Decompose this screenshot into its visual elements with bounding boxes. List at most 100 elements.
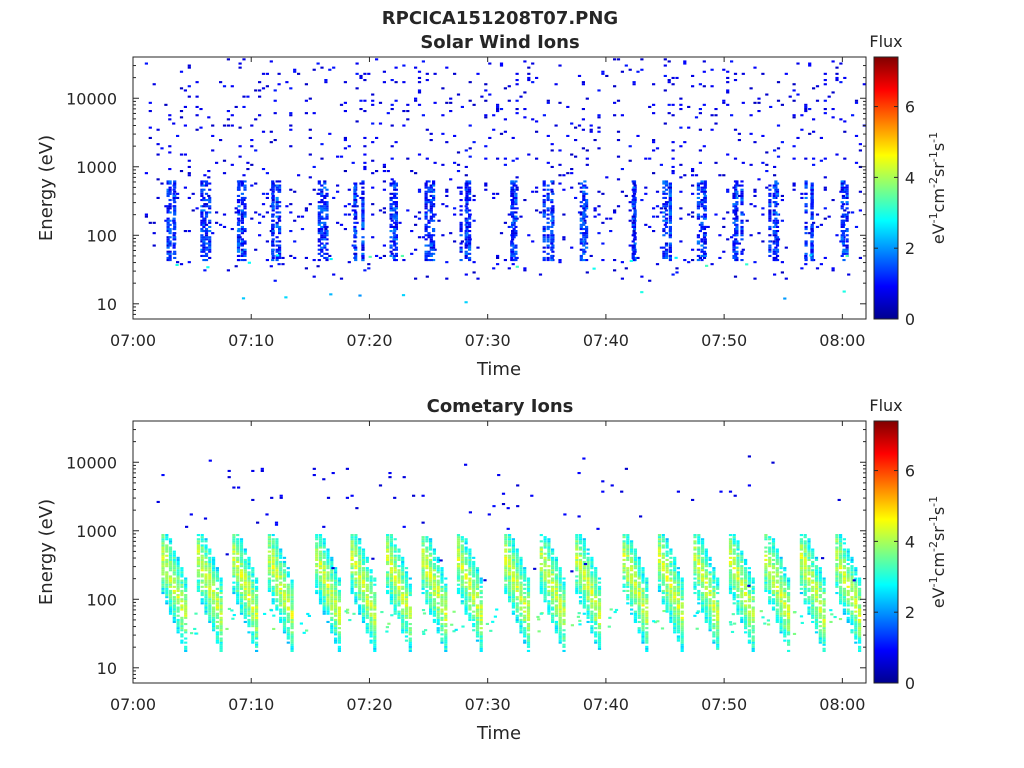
flux-cell xyxy=(753,141,757,144)
flux-cell xyxy=(265,196,269,199)
flux-cell xyxy=(804,240,808,243)
flux-cell xyxy=(180,616,184,619)
flux-cell xyxy=(414,223,418,226)
flux-cell xyxy=(238,145,242,148)
flux-cell xyxy=(800,128,804,131)
flux-cell xyxy=(290,631,294,634)
flux-cell xyxy=(318,540,323,543)
flux-cell xyxy=(546,238,550,241)
flux-cell xyxy=(393,215,397,218)
flux-cell xyxy=(318,552,323,555)
flux-cell xyxy=(404,598,409,601)
flux-cell xyxy=(714,122,718,125)
flux-cell xyxy=(472,271,476,274)
flux-cell xyxy=(439,559,443,562)
flux-cell xyxy=(511,201,515,204)
flux-cell xyxy=(589,254,593,257)
flux-cell xyxy=(251,498,255,501)
flux-cell xyxy=(432,550,436,553)
flux-cell xyxy=(664,219,669,222)
flux-cell xyxy=(354,215,358,218)
flux-cell xyxy=(353,217,357,220)
flux-cell xyxy=(468,558,472,561)
flux-cell xyxy=(510,190,514,193)
flux-cell xyxy=(511,577,515,580)
flux-cell xyxy=(511,244,515,247)
flux-cell xyxy=(691,192,695,195)
flux-cell xyxy=(535,120,539,123)
flux-cell xyxy=(740,211,744,214)
flux-cell xyxy=(402,259,406,262)
flux-cell xyxy=(271,205,275,208)
flux-cell xyxy=(845,215,849,218)
flux-cell xyxy=(554,83,558,86)
flux-cell xyxy=(184,606,188,609)
flux-cell xyxy=(343,139,347,142)
flux-cell xyxy=(504,577,508,580)
flux-cell xyxy=(236,244,241,247)
flux-cell xyxy=(247,592,251,595)
flux-cell xyxy=(373,598,377,601)
flux-cell xyxy=(212,583,216,586)
flux-cell xyxy=(172,608,176,611)
flux-cell xyxy=(772,209,776,212)
flux-cell xyxy=(369,616,373,619)
flux-cell xyxy=(322,589,326,592)
flux-cell xyxy=(613,85,617,88)
flux-cell xyxy=(279,600,283,603)
flux-cell xyxy=(272,614,276,617)
flux-cell xyxy=(831,267,835,270)
flux-cell xyxy=(633,184,637,187)
flux-cell xyxy=(854,161,859,164)
flux-cell xyxy=(514,203,518,206)
flux-cell xyxy=(161,544,165,547)
flux-cell xyxy=(371,159,375,162)
flux-cell xyxy=(166,207,170,210)
flux-cell xyxy=(168,219,172,222)
flux-cell xyxy=(325,242,329,245)
flux-cell xyxy=(271,573,275,576)
flux-cell xyxy=(511,587,515,590)
colorbar-tick-label: 4 xyxy=(905,168,915,187)
flux-cell xyxy=(204,585,208,588)
flux-cell xyxy=(839,81,843,84)
flux-cell xyxy=(546,101,550,104)
flux-cell xyxy=(664,192,669,195)
flux-cell xyxy=(408,633,412,636)
flux-cell xyxy=(232,548,236,551)
flux-cell xyxy=(429,567,433,570)
flux-cell xyxy=(496,108,500,111)
flux-cell xyxy=(792,83,796,86)
flux-cell xyxy=(350,575,354,578)
flux-cell xyxy=(429,254,433,257)
flux-cell xyxy=(840,184,844,187)
flux-cell xyxy=(200,230,204,233)
flux-cell xyxy=(514,219,518,222)
flux-cell xyxy=(632,182,636,185)
flux-cell xyxy=(160,182,164,185)
flux-cell xyxy=(375,170,379,173)
flux-cell xyxy=(842,248,846,251)
flux-cell xyxy=(432,182,436,185)
flux-cell xyxy=(511,194,515,197)
flux-cell xyxy=(354,581,358,584)
flux-cell xyxy=(475,610,480,613)
flux-cell xyxy=(326,604,330,607)
flux-cell xyxy=(792,182,796,185)
flux-cell xyxy=(633,242,637,245)
flux-cell xyxy=(267,554,271,557)
flux-cell xyxy=(275,585,279,588)
flux-cell xyxy=(255,641,259,644)
flux-cell xyxy=(277,217,281,220)
flux-cell xyxy=(479,637,483,640)
flux-cell xyxy=(783,297,787,300)
flux-cell xyxy=(831,199,835,202)
flux-cell xyxy=(330,606,334,609)
flux-cell xyxy=(479,643,483,646)
flux-cell xyxy=(389,583,393,586)
flux-cell xyxy=(840,236,844,239)
flux-cell xyxy=(432,230,436,233)
flux-cell xyxy=(243,248,247,251)
flux-cell xyxy=(468,604,472,607)
flux-cell xyxy=(655,190,660,193)
